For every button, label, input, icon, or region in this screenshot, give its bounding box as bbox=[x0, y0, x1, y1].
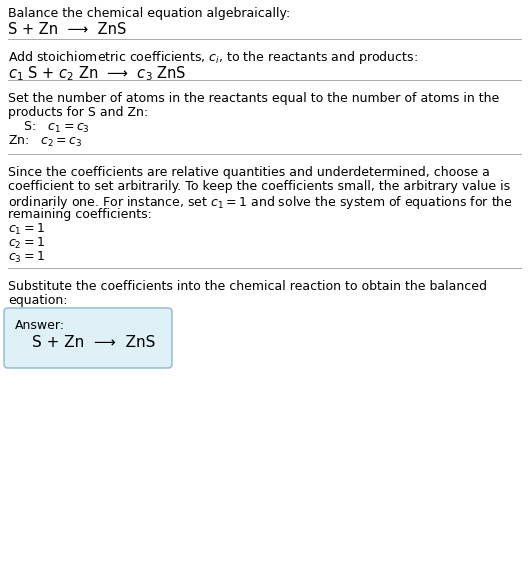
Text: equation:: equation: bbox=[8, 294, 68, 307]
Text: S + Zn  ⟶  ZnS: S + Zn ⟶ ZnS bbox=[8, 22, 126, 37]
Text: Substitute the coefficients into the chemical reaction to obtain the balanced: Substitute the coefficients into the che… bbox=[8, 280, 487, 293]
Text: $c_3 = 1$: $c_3 = 1$ bbox=[8, 250, 45, 265]
Text: S + Zn  ⟶  ZnS: S + Zn ⟶ ZnS bbox=[32, 335, 156, 350]
Text: remaining coefficients:: remaining coefficients: bbox=[8, 208, 152, 221]
Text: Since the coefficients are relative quantities and underdetermined, choose a: Since the coefficients are relative quan… bbox=[8, 166, 490, 179]
Text: Zn:   $c_2 = c_3$: Zn: $c_2 = c_3$ bbox=[8, 134, 83, 149]
Text: $c_2 = 1$: $c_2 = 1$ bbox=[8, 236, 45, 251]
Text: $c_1 = 1$: $c_1 = 1$ bbox=[8, 222, 45, 237]
Text: Add stoichiometric coefficients, $c_i$, to the reactants and products:: Add stoichiometric coefficients, $c_i$, … bbox=[8, 49, 418, 66]
Text: ordinarily one. For instance, set $c_1 = 1$ and solve the system of equations fo: ordinarily one. For instance, set $c_1 =… bbox=[8, 194, 513, 211]
Text: products for S and Zn:: products for S and Zn: bbox=[8, 106, 148, 119]
Text: Answer:: Answer: bbox=[15, 319, 65, 332]
Text: Set the number of atoms in the reactants equal to the number of atoms in the: Set the number of atoms in the reactants… bbox=[8, 92, 499, 105]
FancyBboxPatch shape bbox=[4, 308, 172, 368]
Text: S:   $c_1 = c_3$: S: $c_1 = c_3$ bbox=[12, 120, 90, 135]
Text: coefficient to set arbitrarily. To keep the coefficients small, the arbitrary va: coefficient to set arbitrarily. To keep … bbox=[8, 180, 510, 193]
Text: Balance the chemical equation algebraically:: Balance the chemical equation algebraica… bbox=[8, 7, 290, 20]
Text: $c_1$ S + $c_2$ Zn  ⟶  $c_3$ ZnS: $c_1$ S + $c_2$ Zn ⟶ $c_3$ ZnS bbox=[8, 64, 186, 83]
